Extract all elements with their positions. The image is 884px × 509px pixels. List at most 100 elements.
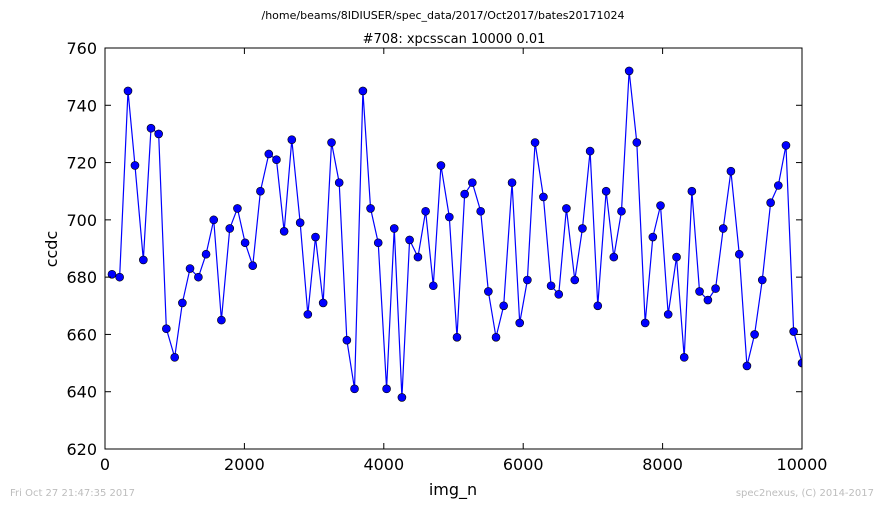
data-point	[640, 318, 650, 328]
data-point	[593, 301, 603, 311]
data-point	[672, 252, 681, 262]
chart-suptitle: /home/beams/8IDIUSER/spec_data/2017/Oct2…	[262, 9, 625, 22]
data-point	[562, 204, 571, 213]
data-point	[695, 287, 704, 296]
data-point	[405, 235, 414, 245]
data-point	[318, 298, 328, 308]
data-point	[209, 215, 219, 225]
data-point	[334, 178, 344, 187]
data-point	[115, 272, 124, 282]
data-point	[797, 358, 802, 368]
data-point	[233, 204, 242, 213]
data-point	[107, 269, 117, 279]
data-point	[617, 206, 626, 216]
data-point	[468, 178, 477, 187]
series-line	[111, 70, 802, 398]
data-point	[656, 201, 665, 210]
data-point	[601, 186, 611, 196]
y-tick-label: 700	[66, 211, 97, 230]
x-axis-label: img_n	[429, 480, 477, 500]
data-point	[726, 166, 736, 176]
data-point	[750, 330, 759, 339]
data-point	[766, 198, 775, 207]
data-point	[679, 353, 689, 362]
x-tick-label: 0	[100, 455, 110, 474]
data-point	[515, 318, 525, 328]
data-point	[350, 384, 359, 394]
data-point	[585, 146, 595, 156]
data-point	[499, 301, 508, 311]
data-point	[201, 249, 211, 259]
x-tick-label: 6000	[503, 455, 544, 474]
data-point	[287, 135, 297, 144]
data-point	[484, 287, 493, 296]
data-point	[217, 315, 226, 325]
data-point	[373, 238, 383, 248]
data-point	[178, 298, 187, 308]
data-point	[570, 275, 580, 285]
data-point	[523, 275, 532, 285]
data-point	[452, 332, 462, 342]
data-point	[256, 186, 265, 196]
y-tick-label: 660	[66, 325, 97, 344]
data-point	[624, 66, 634, 76]
chart-title: #708: xpcsscan 10000 0.01	[363, 32, 546, 47]
data-point	[757, 275, 767, 285]
x-tick-label: 4000	[363, 455, 404, 474]
data-point	[154, 129, 163, 139]
data-point	[773, 181, 783, 190]
data-point	[491, 332, 501, 342]
data-point	[123, 86, 133, 96]
data-point	[327, 138, 336, 147]
x-tick-label: 2000	[224, 455, 265, 474]
data-point	[742, 361, 752, 371]
y-tick-label: 640	[66, 383, 97, 402]
data-point	[445, 212, 454, 222]
x-tick-label: 10000	[777, 455, 828, 474]
data-point	[366, 204, 375, 213]
data-point	[703, 295, 713, 305]
data-point	[718, 224, 728, 233]
data-point	[789, 327, 798, 336]
data-point	[546, 281, 556, 291]
data-point	[421, 206, 430, 216]
data-point	[781, 141, 791, 150]
data-point	[295, 218, 305, 228]
data-point	[146, 123, 156, 133]
y-tick-label: 620	[66, 440, 97, 459]
data-point	[648, 232, 658, 242]
data-point	[185, 264, 195, 273]
data-point	[476, 206, 485, 216]
data-point	[264, 149, 274, 159]
x-tick-label: 8000	[642, 455, 683, 474]
data-point	[358, 86, 368, 96]
footer-credit: spec2nexus, (C) 2014-2017	[735, 488, 874, 499]
data-point	[632, 138, 642, 147]
data-point	[139, 255, 148, 265]
data-point	[711, 284, 720, 293]
data-point	[170, 353, 179, 362]
data-point	[311, 232, 320, 242]
data-point	[734, 249, 744, 259]
data-point	[130, 161, 140, 170]
y-tick-label: 720	[66, 154, 97, 173]
data-point	[578, 224, 587, 233]
data-point	[272, 155, 281, 165]
data-point	[342, 335, 352, 345]
data-point	[413, 252, 423, 262]
data-point	[428, 281, 438, 291]
data-point	[436, 161, 446, 170]
y-tick-label: 760	[66, 39, 97, 58]
data-point	[225, 224, 235, 233]
data-point	[194, 272, 203, 282]
data-point	[382, 384, 391, 394]
data-point	[389, 224, 399, 233]
data-point	[460, 189, 469, 199]
data-point	[539, 192, 548, 202]
data-point	[530, 138, 540, 147]
data-point	[554, 290, 564, 299]
plot-frame	[104, 47, 803, 450]
axis-ticks: 0 2000 4000 6000 8000 10000 620 640 660 680 700 720…	[66, 39, 827, 474]
data-point	[279, 227, 289, 236]
